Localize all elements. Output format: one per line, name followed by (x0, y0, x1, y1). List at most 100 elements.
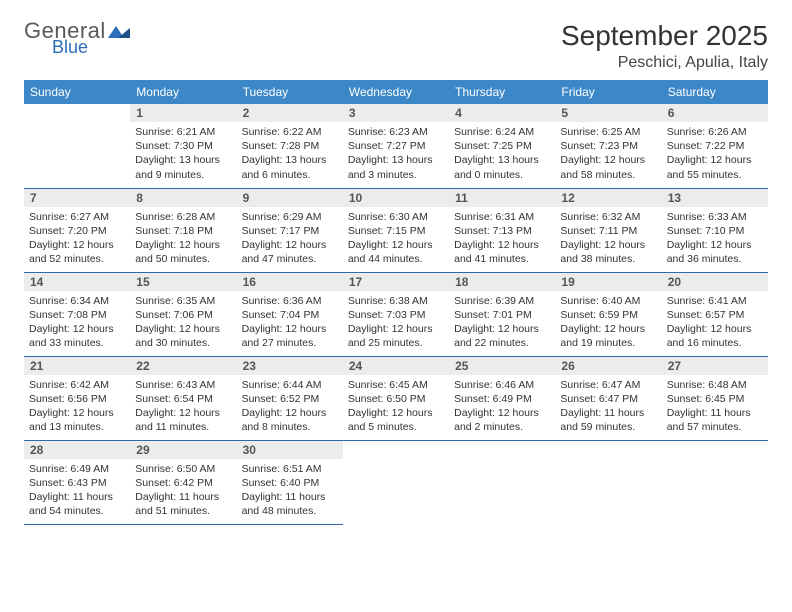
sunset-line: Sunset: 7:08 PM (29, 308, 125, 322)
calendar-table: SundayMondayTuesdayWednesdayThursdayFrid… (24, 80, 768, 525)
calendar-cell: 24Sunrise: 6:45 AMSunset: 6:50 PMDayligh… (343, 356, 449, 440)
daylight-line-2: and 52 minutes. (29, 252, 125, 266)
calendar-cell: 23Sunrise: 6:44 AMSunset: 6:52 PMDayligh… (237, 356, 343, 440)
day-details: Sunrise: 6:28 AMSunset: 7:18 PMDaylight:… (130, 207, 236, 271)
daylight-line-1: Daylight: 11 hours (560, 406, 656, 420)
day-number: 26 (555, 357, 661, 375)
sunset-line: Sunset: 6:42 PM (135, 476, 231, 490)
daylight-line-1: Daylight: 12 hours (135, 322, 231, 336)
calendar-cell: 29Sunrise: 6:50 AMSunset: 6:42 PMDayligh… (130, 440, 236, 524)
daylight-line-2: and 41 minutes. (454, 252, 550, 266)
day-details: Sunrise: 6:25 AMSunset: 7:23 PMDaylight:… (555, 122, 661, 186)
sunrise-line: Sunrise: 6:43 AM (135, 378, 231, 392)
daylight-line-1: Daylight: 12 hours (29, 322, 125, 336)
daylight-line-1: Daylight: 12 hours (560, 153, 656, 167)
sunset-line: Sunset: 7:25 PM (454, 139, 550, 153)
daylight-line-2: and 55 minutes. (667, 168, 763, 182)
sunrise-line: Sunrise: 6:24 AM (454, 125, 550, 139)
calendar-cell (24, 104, 130, 188)
calendar-cell: 6Sunrise: 6:26 AMSunset: 7:22 PMDaylight… (662, 104, 768, 188)
calendar-cell (343, 440, 449, 524)
sunset-line: Sunset: 7:30 PM (135, 139, 231, 153)
day-number: 12 (555, 189, 661, 207)
daylight-line-2: and 48 minutes. (242, 504, 338, 518)
sunrise-line: Sunrise: 6:50 AM (135, 462, 231, 476)
calendar-week-row: 28Sunrise: 6:49 AMSunset: 6:43 PMDayligh… (24, 440, 768, 524)
day-number: 21 (24, 357, 130, 375)
day-details: Sunrise: 6:22 AMSunset: 7:28 PMDaylight:… (237, 122, 343, 186)
sunset-line: Sunset: 6:50 PM (348, 392, 444, 406)
day-number: 3 (343, 104, 449, 122)
daylight-line-2: and 19 minutes. (560, 336, 656, 350)
sunset-line: Sunset: 7:03 PM (348, 308, 444, 322)
daylight-line-1: Daylight: 11 hours (29, 490, 125, 504)
sunset-line: Sunset: 7:10 PM (667, 224, 763, 238)
daylight-line-1: Daylight: 12 hours (667, 153, 763, 167)
daylight-line-1: Daylight: 12 hours (348, 406, 444, 420)
daylight-line-1: Daylight: 11 hours (135, 490, 231, 504)
calendar-cell: 8Sunrise: 6:28 AMSunset: 7:18 PMDaylight… (130, 188, 236, 272)
sunrise-line: Sunrise: 6:30 AM (348, 210, 444, 224)
day-details: Sunrise: 6:51 AMSunset: 6:40 PMDaylight:… (237, 459, 343, 523)
daylight-line-1: Daylight: 12 hours (242, 322, 338, 336)
calendar-cell: 11Sunrise: 6:31 AMSunset: 7:13 PMDayligh… (449, 188, 555, 272)
daylight-line-1: Daylight: 12 hours (560, 238, 656, 252)
daylight-line-2: and 8 minutes. (242, 420, 338, 434)
calendar-cell: 7Sunrise: 6:27 AMSunset: 7:20 PMDaylight… (24, 188, 130, 272)
calendar-cell: 25Sunrise: 6:46 AMSunset: 6:49 PMDayligh… (449, 356, 555, 440)
calendar-cell: 30Sunrise: 6:51 AMSunset: 6:40 PMDayligh… (237, 440, 343, 524)
calendar-cell: 13Sunrise: 6:33 AMSunset: 7:10 PMDayligh… (662, 188, 768, 272)
sunrise-line: Sunrise: 6:32 AM (560, 210, 656, 224)
sunrise-line: Sunrise: 6:48 AM (667, 378, 763, 392)
day-details: Sunrise: 6:41 AMSunset: 6:57 PMDaylight:… (662, 291, 768, 355)
day-number: 19 (555, 273, 661, 291)
sunset-line: Sunset: 7:27 PM (348, 139, 444, 153)
weekday-header: Monday (130, 80, 236, 104)
daylight-line-2: and 11 minutes. (135, 420, 231, 434)
calendar-cell: 17Sunrise: 6:38 AMSunset: 7:03 PMDayligh… (343, 272, 449, 356)
calendar-cell: 20Sunrise: 6:41 AMSunset: 6:57 PMDayligh… (662, 272, 768, 356)
day-number: 28 (24, 441, 130, 459)
daylight-line-2: and 6 minutes. (242, 168, 338, 182)
daylight-line-2: and 13 minutes. (29, 420, 125, 434)
daylight-line-2: and 50 minutes. (135, 252, 231, 266)
sunset-line: Sunset: 7:04 PM (242, 308, 338, 322)
daylight-line-2: and 9 minutes. (135, 168, 231, 182)
calendar-cell: 3Sunrise: 6:23 AMSunset: 7:27 PMDaylight… (343, 104, 449, 188)
sunrise-line: Sunrise: 6:34 AM (29, 294, 125, 308)
sunrise-line: Sunrise: 6:41 AM (667, 294, 763, 308)
sunset-line: Sunset: 6:45 PM (667, 392, 763, 406)
calendar-cell: 12Sunrise: 6:32 AMSunset: 7:11 PMDayligh… (555, 188, 661, 272)
daylight-line-1: Daylight: 12 hours (667, 322, 763, 336)
sunset-line: Sunset: 7:06 PM (135, 308, 231, 322)
daylight-line-2: and 38 minutes. (560, 252, 656, 266)
daylight-line-1: Daylight: 12 hours (242, 406, 338, 420)
day-number: 9 (237, 189, 343, 207)
calendar-cell (662, 440, 768, 524)
weekday-header: Saturday (662, 80, 768, 104)
daylight-line-2: and 54 minutes. (29, 504, 125, 518)
day-details: Sunrise: 6:21 AMSunset: 7:30 PMDaylight:… (130, 122, 236, 186)
day-number: 18 (449, 273, 555, 291)
day-details: Sunrise: 6:27 AMSunset: 7:20 PMDaylight:… (24, 207, 130, 271)
sunset-line: Sunset: 7:28 PM (242, 139, 338, 153)
sunset-line: Sunset: 6:56 PM (29, 392, 125, 406)
daylight-line-1: Daylight: 12 hours (454, 238, 550, 252)
sunset-line: Sunset: 7:01 PM (454, 308, 550, 322)
daylight-line-2: and 30 minutes. (135, 336, 231, 350)
day-details: Sunrise: 6:24 AMSunset: 7:25 PMDaylight:… (449, 122, 555, 186)
sunrise-line: Sunrise: 6:39 AM (454, 294, 550, 308)
brand-mark-icon (108, 20, 130, 42)
sunrise-line: Sunrise: 6:21 AM (135, 125, 231, 139)
daylight-line-2: and 51 minutes. (135, 504, 231, 518)
sunset-line: Sunset: 7:20 PM (29, 224, 125, 238)
calendar-cell: 2Sunrise: 6:22 AMSunset: 7:28 PMDaylight… (237, 104, 343, 188)
calendar-cell: 18Sunrise: 6:39 AMSunset: 7:01 PMDayligh… (449, 272, 555, 356)
calendar-cell: 22Sunrise: 6:43 AMSunset: 6:54 PMDayligh… (130, 356, 236, 440)
sunset-line: Sunset: 6:59 PM (560, 308, 656, 322)
day-number: 8 (130, 189, 236, 207)
calendar-week-row: 1Sunrise: 6:21 AMSunset: 7:30 PMDaylight… (24, 104, 768, 188)
sunrise-line: Sunrise: 6:46 AM (454, 378, 550, 392)
sunset-line: Sunset: 7:13 PM (454, 224, 550, 238)
calendar-cell: 19Sunrise: 6:40 AMSunset: 6:59 PMDayligh… (555, 272, 661, 356)
